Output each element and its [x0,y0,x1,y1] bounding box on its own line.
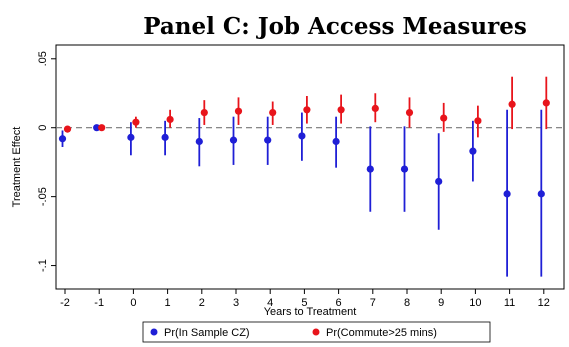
data-point [229,136,238,144]
x-tick-label: -1 [94,297,104,309]
data-point [371,104,379,113]
data-point [337,106,345,114]
x-tick-label: 2 [199,297,205,309]
x-tick-label: 12 [538,297,550,309]
plot-border [55,44,565,290]
data-point [269,108,277,117]
series-1 [58,109,545,277]
legend: Pr(In Sample CZ) Pr(Commute>25 mins) [142,321,491,343]
data-point [132,118,140,126]
y-axis-label: Treatment Effect [11,127,23,208]
x-axis: -2 -1 0 1 2 3 4 5 6 7 8 9 10 11 12 [60,289,550,309]
legend-marker-series-2 [312,328,320,336]
legend-label-series-1: Pr(In Sample CZ) [164,327,250,339]
plot-area [55,44,565,290]
data-point [435,177,443,186]
data-point [508,100,516,108]
data-point [127,133,135,141]
data-point [405,108,414,117]
y-tick-label: .05 [37,51,49,66]
data-point [98,124,106,132]
x-tick-label: 0 [130,297,136,309]
data-point [537,190,545,198]
data-point [440,114,448,122]
data-point [200,108,208,117]
data-point [195,137,203,146]
data-point [542,99,550,107]
data-point [400,165,409,173]
x-tick-label: -2 [60,297,70,309]
data-point [161,133,169,141]
x-tick-label: 8 [404,297,410,309]
data-point [474,117,482,125]
data-point [298,132,306,140]
data-point [264,136,272,144]
x-tick-label: 6 [336,297,342,309]
y-tick-label: 0 [37,125,49,131]
data-point [166,115,174,124]
data-point [366,165,374,173]
x-tick-label: 9 [438,297,444,309]
x-tick-label: 4 [267,297,273,309]
x-tick-label: 7 [370,297,376,309]
x-tick-label: 11 [504,297,515,309]
series-layer [58,76,550,277]
chart-title: Panel C: Job Access Measures [143,13,527,40]
series-2 [63,76,550,138]
y-axis: .05 0 -.05 -.1 [37,51,56,272]
y-tick-label: -.05 [37,187,49,206]
legend-label-series-2: Pr(Commute>25 mins) [326,327,437,339]
x-tick-label: 10 [469,297,481,309]
data-point [332,137,340,146]
data-point [503,190,511,198]
data-point [234,107,243,115]
data-point [303,106,311,114]
data-point [63,125,72,133]
x-axis-label: Years to Treatment [264,306,357,318]
data-point [469,147,477,155]
x-tick-label: 1 [165,297,171,309]
x-tick-label: 3 [233,297,239,309]
data-point [58,135,67,143]
x-tick-label: 5 [301,297,307,309]
y-tick-label: -.1 [37,259,49,272]
legend-marker-series-1 [150,328,158,336]
data-point [93,124,101,132]
